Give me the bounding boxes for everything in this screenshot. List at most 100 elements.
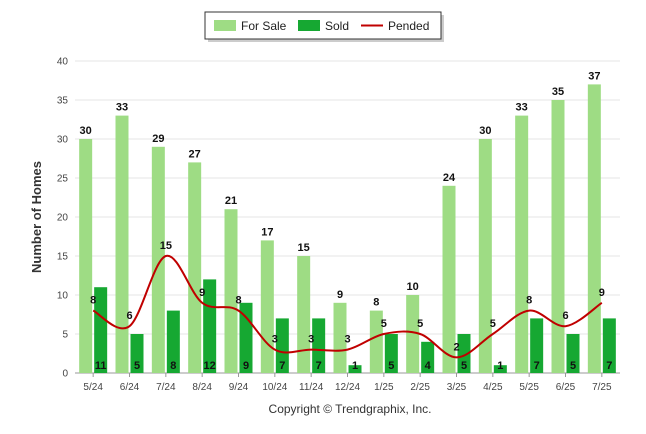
legend-swatch-sold [298, 20, 320, 31]
bars-for-sale [79, 84, 601, 374]
bar-for-sale [224, 209, 238, 373]
label-pended: 9 [199, 287, 205, 299]
label-sold: 7 [606, 360, 612, 372]
label-pended: 3 [344, 334, 350, 346]
y-tick-label: 20 [57, 213, 69, 224]
bar-for-sale [478, 139, 492, 373]
label-sold: 9 [243, 360, 249, 372]
label-for-sale: 10 [407, 281, 419, 293]
label-sold: 1 [497, 360, 503, 372]
y-tick-label: 0 [62, 369, 68, 380]
legend: For Sale Sold Pended [204, 11, 444, 42]
label-pended: 5 [381, 318, 387, 330]
label-sold: 5 [388, 360, 394, 372]
pended-line [92, 254, 603, 359]
bar-for-sale [369, 310, 383, 373]
y-tick-label: 35 [57, 96, 69, 107]
label-pended: 5 [490, 318, 496, 330]
label-sold: 12 [204, 360, 216, 372]
x-tick-label: 7/24 [156, 382, 176, 393]
bar-for-sale [551, 100, 565, 373]
bar-sold [421, 341, 435, 373]
y-tick-label: 40 [57, 57, 69, 68]
label-sold: 5 [134, 360, 140, 372]
bar-for-sale [79, 139, 93, 373]
x-tick-label: 2/25 [410, 382, 430, 393]
legend-label-sold: Sold [325, 19, 349, 33]
legend-label-pended: Pended [388, 19, 429, 33]
bar-sold [602, 318, 616, 373]
label-pended: 3 [272, 334, 278, 346]
bar-for-sale [151, 146, 165, 373]
bar-sold [312, 318, 326, 373]
legend-label-for-sale: For Sale [241, 19, 287, 33]
bar-for-sale [188, 162, 202, 373]
copyright: Copyright © Trendgraphix, Inc. [269, 402, 432, 416]
label-for-sale: 37 [588, 70, 600, 82]
legend-swatch-for-sale [214, 20, 236, 31]
y-tick-label: 30 [57, 135, 69, 146]
label-sold: 7 [279, 360, 285, 372]
y-axis-label: Number of Homes [29, 161, 44, 273]
label-pended: 6 [126, 310, 132, 322]
label-for-sale: 8 [373, 297, 379, 309]
y-tick-label: 10 [57, 291, 69, 302]
label-sold: 5 [461, 360, 467, 372]
label-pended: 9 [599, 287, 605, 299]
x-tick-label: 10/24 [262, 382, 287, 393]
bar-for-sale [333, 302, 347, 373]
bar-sold [348, 365, 362, 373]
x-tick-label: 7/25 [592, 382, 612, 393]
bar-for-sale [442, 185, 456, 373]
y-tick-label: 25 [57, 174, 69, 185]
label-pended: 6 [562, 310, 568, 322]
label-pended: 8 [526, 295, 532, 307]
legend-box [204, 11, 442, 40]
bar-for-sale [587, 84, 601, 374]
bar-sold [166, 310, 180, 373]
bar-for-sale [515, 115, 529, 373]
label-for-sale: 24 [443, 172, 456, 184]
x-tick-label: 1/25 [374, 382, 394, 393]
label-sold: 7 [534, 360, 540, 372]
x-tick-label: 5/25 [519, 382, 539, 393]
label-sold: 7 [316, 360, 322, 372]
x-tick-label: 12/24 [335, 382, 360, 393]
label-sold: 5 [570, 360, 576, 372]
label-sold: 8 [170, 360, 176, 372]
label-for-sale: 33 [516, 102, 528, 114]
gridlines [75, 60, 620, 335]
bar-sold [457, 334, 471, 373]
bar-for-sale [260, 240, 274, 373]
bar-sold [130, 334, 144, 373]
y-tick-label: 15 [57, 252, 69, 263]
x-tick-label: 5/24 [83, 382, 103, 393]
label-for-sale: 27 [189, 148, 201, 160]
bar-sold [566, 334, 580, 373]
label-pended: 15 [160, 240, 172, 252]
label-pended: 3 [308, 334, 314, 346]
label-pended: 8 [235, 295, 241, 307]
bar-for-sale [297, 256, 311, 373]
label-for-sale: 15 [298, 242, 310, 254]
bar-sold [384, 334, 398, 373]
bars-sold [94, 279, 616, 373]
x-tick-label: 6/24 [120, 382, 140, 393]
bar-for-sale [115, 115, 129, 373]
label-for-sale: 30 [80, 125, 92, 137]
label-sold: 1 [352, 360, 358, 372]
y-axis-ticks: 0 5 10 15 20 25 30 35 40 [57, 57, 69, 380]
label-for-sale: 9 [337, 289, 343, 301]
x-tick-label: 4/25 [483, 382, 503, 393]
x-tick-label: 11/24 [299, 382, 324, 393]
label-sold: 11 [95, 360, 107, 372]
label-for-sale: 33 [116, 102, 128, 114]
label-pended: 5 [417, 318, 423, 330]
x-axis-ticks: 5/24 6/24 7/24 8/24 9/24 10/24 11/24 12/24 1/25 2… [83, 373, 612, 393]
label-for-sale: 30 [479, 125, 491, 137]
label-for-sale: 35 [552, 86, 564, 98]
label-pended: 2 [453, 341, 459, 353]
